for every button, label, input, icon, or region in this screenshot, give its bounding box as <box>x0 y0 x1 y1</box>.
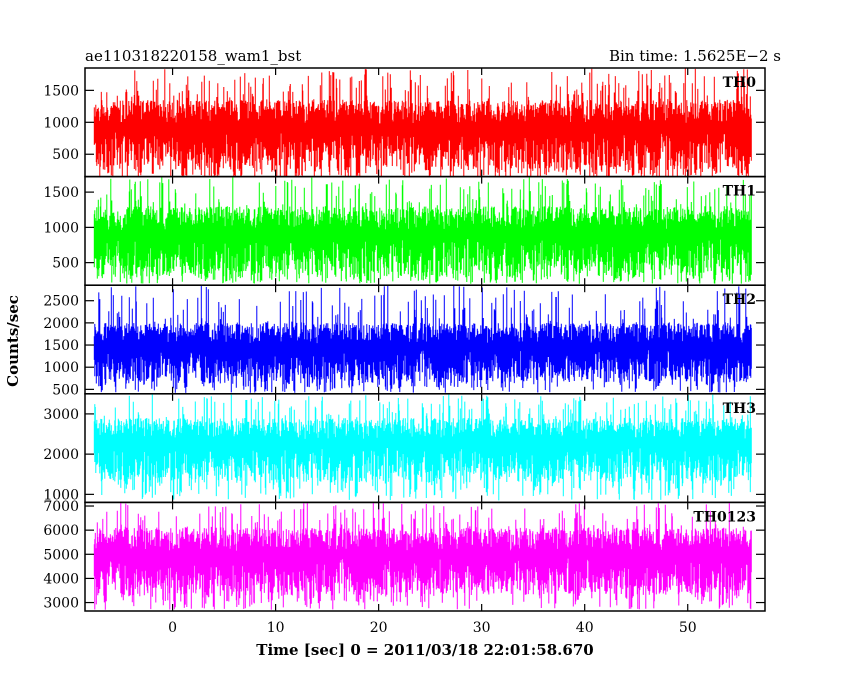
chart-title-left: ae110318220158_wam1_bst <box>85 47 301 65</box>
y-tick-label: 3000 <box>43 407 79 423</box>
series-label-th1: TH1 <box>723 184 756 200</box>
series-label-th3: TH3 <box>723 401 756 417</box>
x-tick-label: 40 <box>576 620 594 636</box>
series-th3-line <box>93 394 752 501</box>
y-tick-label: 500 <box>52 256 79 272</box>
x-tick-label: 20 <box>370 620 388 636</box>
y-tick-label: 3000 <box>43 596 79 612</box>
chart-title-right: Bin time: 1.5625E−2 s <box>609 47 781 65</box>
y-tick-label: 2000 <box>43 447 79 463</box>
y-tick-label: 1000 <box>43 220 79 236</box>
series-th1-line <box>93 177 752 284</box>
series-th0123-line <box>93 502 752 610</box>
series-label-th2: TH2 <box>723 292 756 308</box>
panel-th0: 500 1000 1500 TH0 <box>43 67 766 178</box>
y-tick-label: 1500 <box>43 185 79 201</box>
y-tick-label: 1000 <box>43 360 79 376</box>
y-tick-label: 1500 <box>43 83 79 99</box>
y-tick-label: 2500 <box>43 294 79 310</box>
y-tick-label: 500 <box>52 147 79 163</box>
y-tick-label: 1000 <box>43 115 79 131</box>
y-tick-label: 4000 <box>43 571 79 587</box>
panel-th1: 500 1000 1500 TH1 <box>43 175 766 286</box>
y-axis-label: Counts/sec <box>4 295 22 387</box>
y-tick-label: 2000 <box>43 316 79 332</box>
series-th0-line <box>93 68 752 177</box>
panel-th2: 500 1000 1500 2000 2500 TH2 <box>43 284 766 398</box>
y-tick-label: 1500 <box>43 338 79 354</box>
y-tick-label: 6000 <box>43 523 79 539</box>
y-tick-label: 7000 <box>43 499 79 515</box>
series-label-th0123: TH0123 <box>693 509 756 525</box>
panel-th3: 1000 2000 3000 TH3 <box>43 393 766 503</box>
y-tick-label: 5000 <box>43 547 79 563</box>
x-axis-label: Time [sec] 0 = 2011/03/18 22:01:58.670 <box>256 641 593 659</box>
x-tick-label: 30 <box>473 620 491 636</box>
series-th2-line <box>93 285 752 393</box>
x-tick-label: 10 <box>267 620 285 636</box>
panel-th0123: 3000 4000 5000 6000 7000 TH0123 <box>43 499 766 612</box>
series-label-th0: TH0 <box>723 75 757 91</box>
x-tick-label: 0 <box>168 620 177 636</box>
panel-frame <box>84 501 766 612</box>
y-tick-label: 1000 <box>43 487 79 503</box>
y-tick-label: 500 <box>52 382 79 398</box>
x-tick-label: 50 <box>679 620 697 636</box>
